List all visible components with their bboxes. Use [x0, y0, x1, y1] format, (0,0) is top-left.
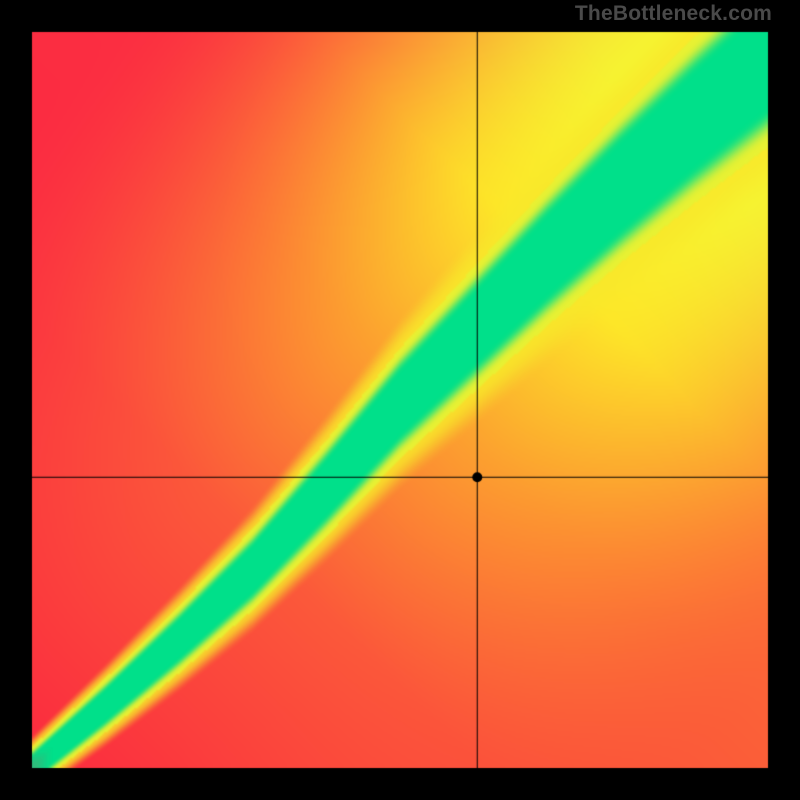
chart-container: TheBottleneck.com	[0, 0, 800, 800]
watermark-text: TheBottleneck.com	[575, 2, 772, 26]
bottleneck-heatmap-canvas	[0, 0, 800, 800]
